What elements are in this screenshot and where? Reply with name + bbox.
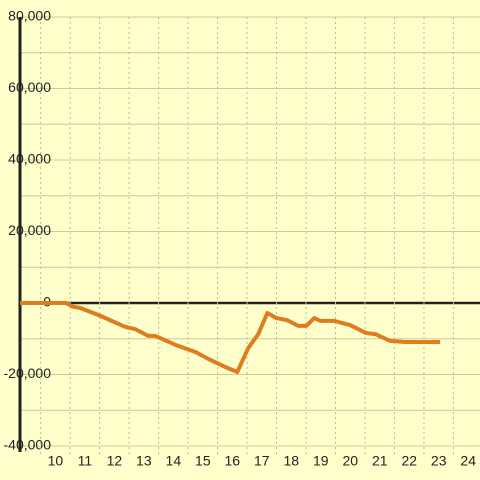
- x-tick-label: 14: [166, 453, 182, 469]
- x-tick-label: 15: [195, 453, 211, 469]
- x-tick-label: 20: [342, 453, 358, 469]
- x-tick-label: 10: [48, 453, 64, 469]
- y-tick-label: -40,000: [4, 437, 52, 453]
- x-tick-label: 19: [313, 453, 329, 469]
- y-tick-label: 60,000: [8, 79, 51, 95]
- x-tick-label: 17: [254, 453, 270, 469]
- x-tick-label: 22: [401, 453, 417, 469]
- y-tick-label: -20,000: [4, 365, 52, 381]
- x-tick-label: 24: [460, 453, 476, 469]
- x-tick-label: 18: [283, 453, 299, 469]
- y-tick-label: 20,000: [8, 222, 51, 238]
- x-tick-label: 23: [431, 453, 447, 469]
- x-tick-label: 12: [107, 453, 123, 469]
- y-tick-label: 80,000: [8, 8, 51, 24]
- y-tick-label: 40,000: [8, 151, 51, 167]
- x-tick-label: 11: [78, 453, 93, 469]
- x-tick-label: 16: [225, 453, 241, 469]
- data-line: [20, 301, 441, 374]
- x-tick-label: 13: [136, 453, 152, 469]
- x-tick-label: 21: [372, 453, 388, 469]
